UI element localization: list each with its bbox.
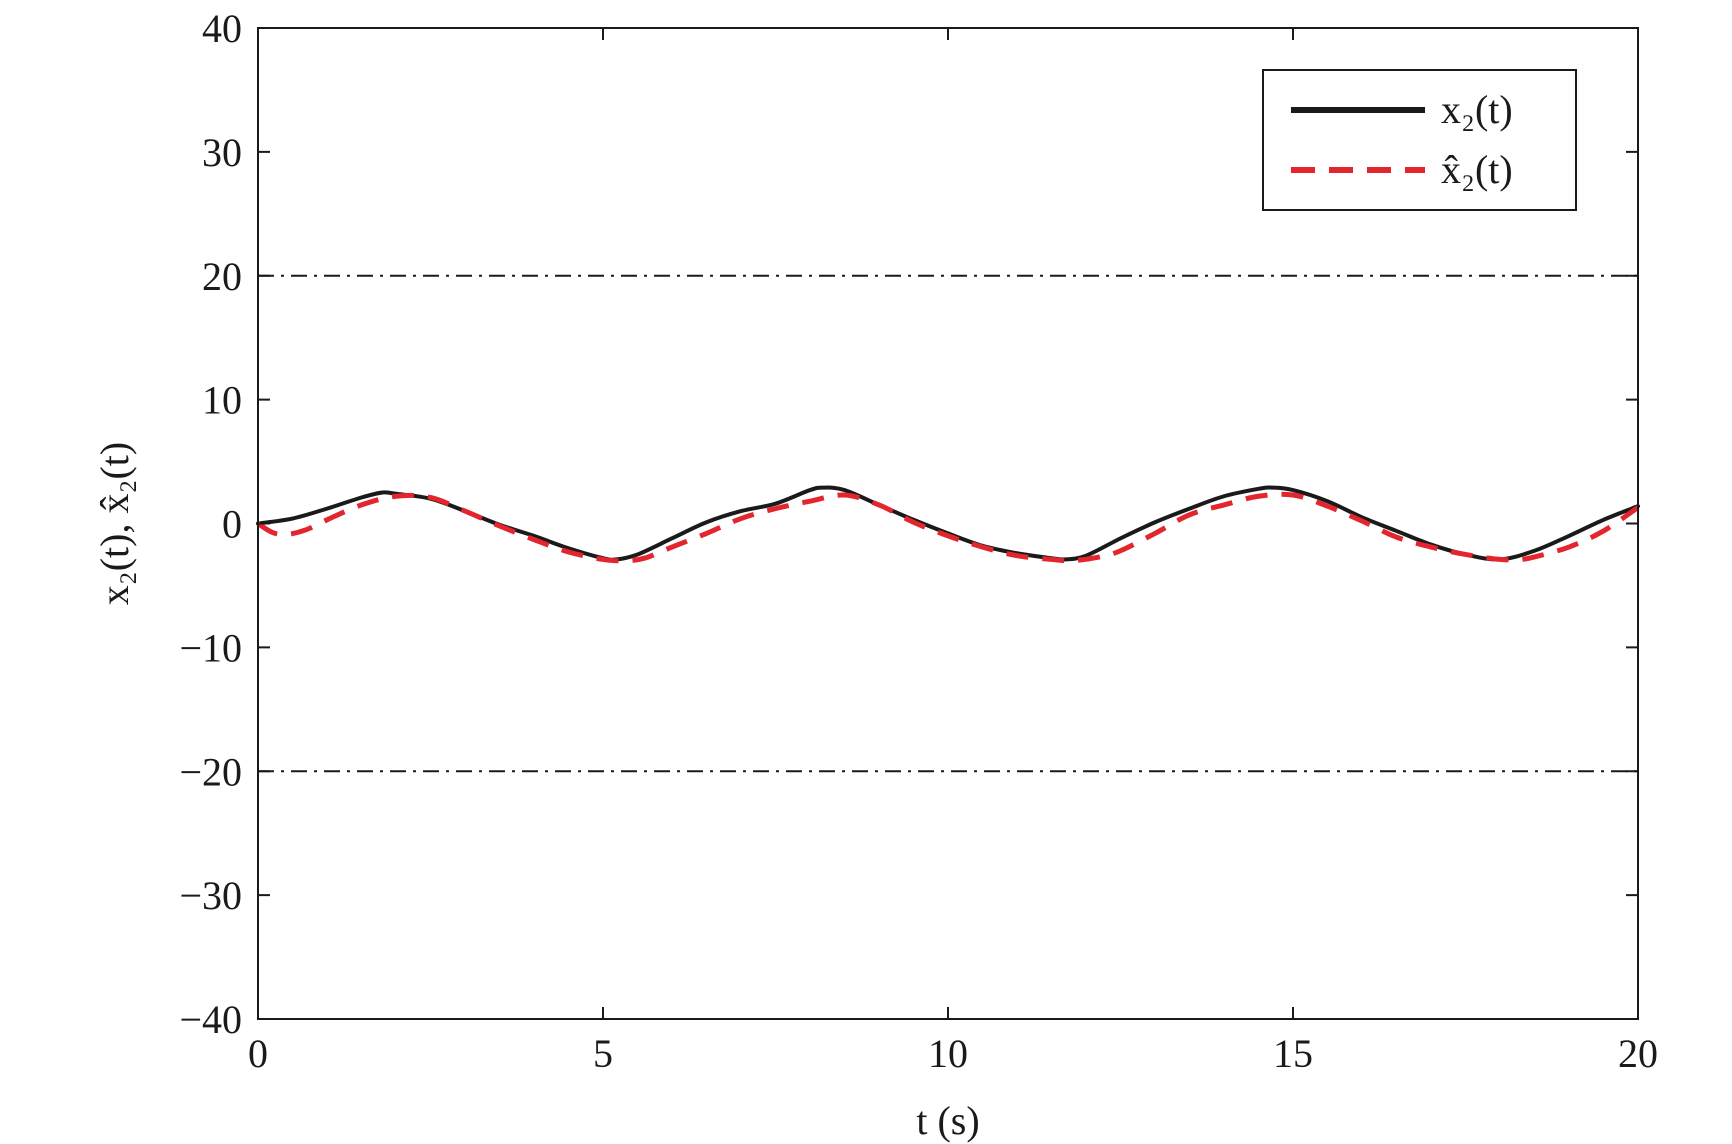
y-axis-title: x₂(t), x̂₂(t) bbox=[92, 442, 137, 605]
y-tick-label: 40 bbox=[202, 6, 242, 51]
x-tick-label: 5 bbox=[593, 1031, 613, 1076]
x-axis-title: t (s) bbox=[916, 1098, 979, 1143]
series-line-x2 bbox=[256, 485, 1640, 562]
series-line-x2-hat bbox=[256, 491, 1640, 564]
y-tick-label: −10 bbox=[179, 625, 242, 670]
bound-lines bbox=[258, 274, 1638, 773]
legend-label-x2-hat: x̂₂(t) bbox=[1441, 147, 1513, 192]
x-tick-label: 15 bbox=[1273, 1031, 1313, 1076]
series-lines bbox=[256, 485, 1640, 564]
y-tick-label: 20 bbox=[202, 254, 242, 299]
y-tick-label: −20 bbox=[179, 749, 242, 794]
legend-box bbox=[1262, 69, 1577, 211]
y-tick-label: −40 bbox=[179, 997, 242, 1042]
legend-label-x2: x₂(t) bbox=[1441, 87, 1513, 132]
y-tick-label: −30 bbox=[179, 873, 242, 918]
legend: x₂(t) x̂₂(t) bbox=[1262, 69, 1577, 211]
axis-ticks: 0 5 10 15 20 −40 −30 −20 −10 0 10 20 30 40 bbox=[179, 6, 1658, 1076]
y-tick-label: 0 bbox=[222, 502, 242, 547]
x-tick-label: 20 bbox=[1618, 1031, 1658, 1076]
x-tick-label: 0 bbox=[248, 1031, 268, 1076]
y-tick-label: 10 bbox=[202, 378, 242, 423]
y-tick-label: 30 bbox=[202, 130, 242, 175]
x-tick-label: 10 bbox=[928, 1031, 968, 1076]
